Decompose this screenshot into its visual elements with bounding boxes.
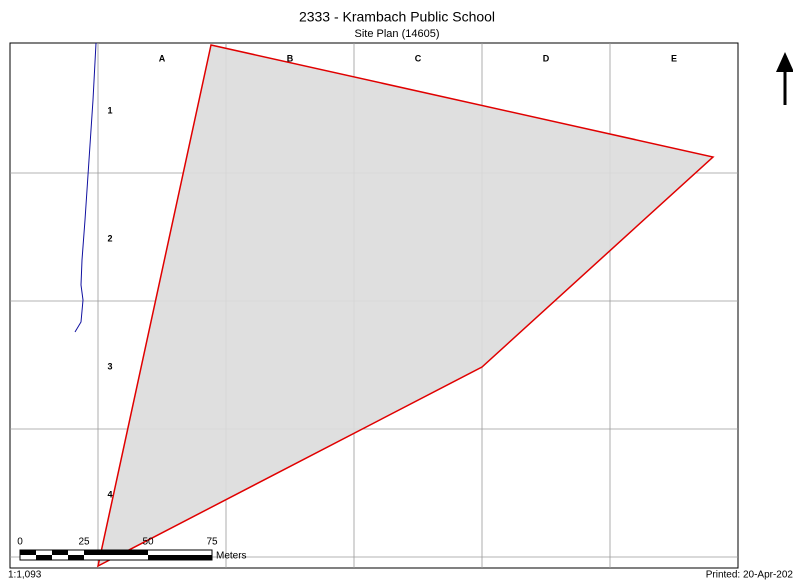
row-label: 4 [107,489,112,499]
column-label: B [287,53,294,63]
scale-label: 75 [206,537,218,548]
scale-segment [20,550,36,555]
scale-label: 25 [78,537,90,548]
site-boundary [96,44,715,568]
north-arrow [776,52,793,105]
printed-date: Printed: 20-Apr-202 [706,570,793,580]
scale-segment [148,555,212,560]
row-label: 2 [107,233,112,243]
scale-bar [19,549,213,561]
scale-label: 0 [17,537,23,548]
map-subtitle: Site Plan (14605) [355,28,440,40]
creek-line [74,42,97,333]
row-label: 1 [107,105,112,115]
row-label: 3 [107,361,112,371]
scale-segment [52,550,68,555]
north-arrow-head [776,52,793,72]
scale-segment [68,555,84,560]
column-label: E [671,53,677,63]
scale-segment [36,555,52,560]
column-label: C [415,53,422,63]
scale-ratio: 1:1,093 [8,570,42,580]
column-label: D [543,53,550,63]
scale-unit: Meters [216,551,247,562]
scale-segment [84,550,148,555]
scale-label: 50 [142,537,154,548]
map-title: 2333 - Krambach Public School [299,9,495,25]
column-label: A [159,53,166,63]
